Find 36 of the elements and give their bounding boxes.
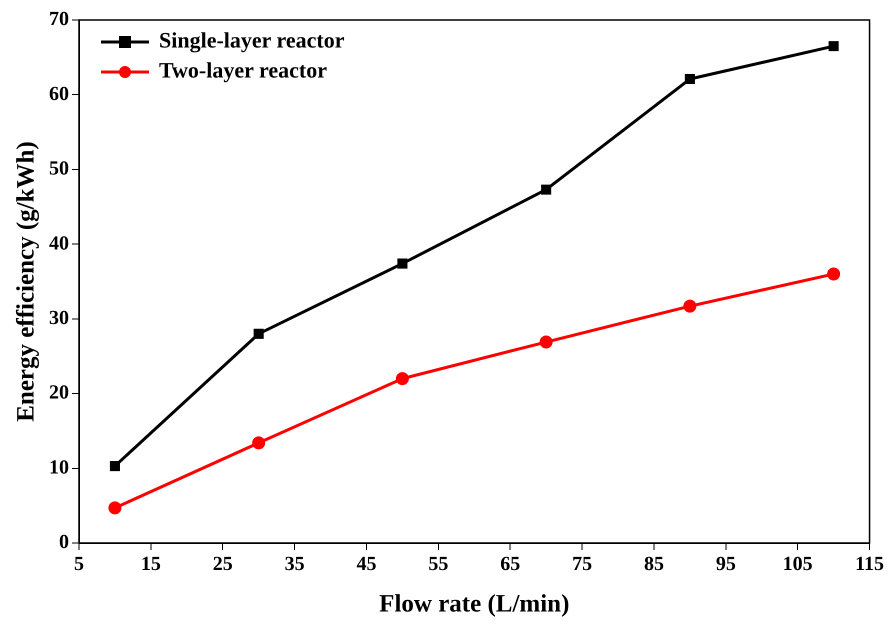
y-tick-label: 70 — [49, 8, 69, 30]
x-tick-label: 75 — [572, 553, 592, 576]
x-tick-label: 105 — [782, 553, 813, 576]
y-tick-label: 20 — [49, 382, 69, 404]
x-tick-label: 85 — [644, 553, 664, 576]
y-tick-label: 10 — [49, 456, 69, 478]
point — [828, 41, 839, 52]
point — [540, 336, 553, 349]
y-tick-label: 0 — [59, 531, 69, 554]
y-tick-label: 30 — [49, 307, 69, 330]
x-tick-label: 25 — [212, 553, 233, 576]
x-tick-label: 45 — [356, 553, 376, 576]
x-tick-label: 115 — [855, 553, 884, 576]
x-tick-label: 65 — [500, 553, 520, 576]
x-axis-title: Flow rate (L/min) — [379, 590, 570, 618]
legend-label: Single-layer reactor — [159, 28, 345, 53]
legend-label: Two-layer reactor — [159, 58, 328, 83]
x-tick-label: 35 — [284, 553, 305, 576]
y-tick-label: 40 — [49, 232, 69, 254]
x-tick-label: 15 — [140, 553, 161, 576]
point — [397, 258, 408, 269]
point — [252, 436, 266, 450]
y-tick-label: 60 — [49, 82, 69, 105]
y-tick-label: 50 — [49, 158, 69, 180]
point — [110, 461, 120, 472]
point — [684, 74, 695, 84]
point — [254, 328, 264, 339]
x-tick-label: 5 — [74, 553, 84, 576]
x-tick-label: 55 — [428, 553, 448, 576]
y-axis-title: Energy efficiency (g/kWh) — [12, 141, 40, 422]
point — [396, 372, 409, 386]
x-tick-label: 95 — [716, 553, 736, 576]
point — [108, 501, 122, 514]
point — [827, 268, 840, 281]
point — [683, 300, 696, 313]
point — [541, 184, 552, 195]
